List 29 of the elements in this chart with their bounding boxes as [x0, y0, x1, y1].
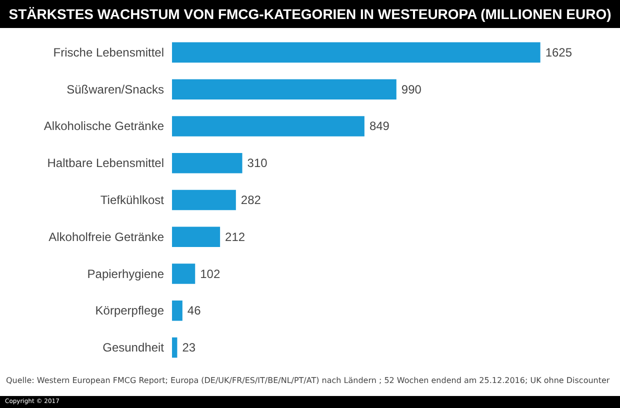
data-label: 282 [240, 193, 262, 207]
bar [172, 264, 196, 284]
y-tick-label: Haltbare Lebensmittel [47, 156, 164, 170]
data-label: 1625 [545, 45, 572, 60]
data-label: 102 [200, 266, 220, 281]
data-label: 212 [225, 230, 246, 244]
data-label: 849 [369, 119, 390, 134]
chart-title: STÄRKSTES WACHSTUM VON FMCG-KATEGORIEN IN WESTEUROPA (MILLIONEN EURO) [0, 0, 620, 28]
y-tick-label: Papierhygiene [87, 266, 164, 281]
data-label: 23 [182, 340, 196, 355]
data-label: 310 [247, 156, 268, 170]
bar [172, 190, 236, 210]
bar [172, 152, 242, 174]
bar [172, 337, 178, 358]
y-tick-label: Alkoholfreie Getränke [48, 230, 164, 244]
data-label: 46 [187, 304, 202, 318]
y-tick-label: Gesundheit [102, 340, 165, 355]
y-tick-label: Körperpflege [95, 304, 164, 318]
data-label: 990 [401, 82, 422, 96]
source-note: Quelle: Western European FMCG Report; Europa (DE/UK/FR/ES/IT/BE/NL/PT/AT) nach Ländern ; 52 Wochen endend am 25.12.2016; UK ohne Discounter [6, 376, 610, 385]
bar [172, 79, 396, 100]
y-tick-label: Alkoholische Getränke [44, 119, 164, 134]
bar [172, 116, 364, 136]
bar [172, 42, 540, 63]
y-tick-label: Tiefkühlkost [100, 193, 165, 207]
bar [172, 300, 182, 321]
y-tick-label: Frische Lebensmittel [53, 45, 164, 60]
bar [172, 226, 220, 248]
y-tick-label: Süßwaren/Snacks [66, 82, 164, 96]
